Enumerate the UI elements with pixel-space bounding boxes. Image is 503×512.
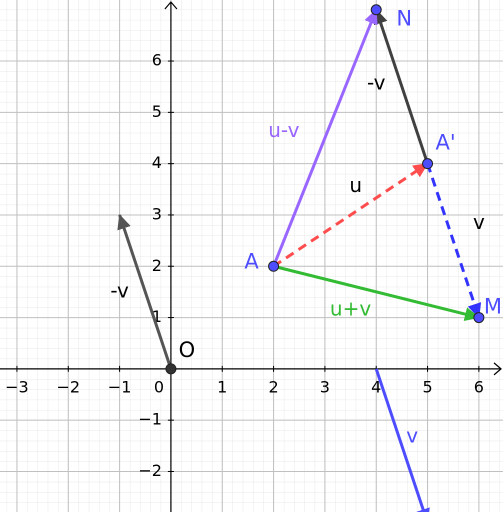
y-tick-label: 3 (152, 204, 162, 223)
vector-label: -v (110, 278, 129, 302)
vector (374, 8, 429, 165)
vector-label: -v (367, 71, 386, 95)
x-tick-label: 4 (371, 377, 381, 396)
point (165, 363, 177, 375)
x-tick-label: 0 (154, 377, 164, 396)
vector (426, 163, 482, 319)
vector (272, 162, 429, 268)
vector-label: u+v (330, 296, 371, 320)
vector-label: v (473, 210, 485, 234)
point-label: O (179, 338, 196, 362)
x-tick-label: 1 (217, 377, 227, 396)
y-tick-label: 1 (152, 307, 162, 326)
y-tick-label: 5 (152, 102, 162, 121)
point-label: A (244, 249, 259, 273)
x-tick-label: −1 (108, 377, 132, 396)
x-tick-label: 2 (268, 377, 278, 396)
vector (272, 8, 378, 267)
point-label: N (396, 7, 412, 31)
point (473, 312, 485, 324)
y-tick-label: −1 (138, 410, 162, 429)
point-label: M (484, 295, 502, 319)
y-tick-label: 2 (152, 256, 162, 275)
vector-label: u (349, 173, 362, 197)
point (370, 4, 382, 16)
x-axis-arrow (493, 362, 502, 376)
y-tick-label: −2 (138, 461, 162, 480)
y-tick-label: 6 (152, 51, 162, 70)
x-tick-label: 5 (422, 377, 432, 396)
point (422, 158, 434, 170)
x-tick-label: 6 (474, 377, 484, 396)
vector (374, 368, 430, 512)
x-tick-label: 3 (320, 377, 330, 396)
vector-label: v (406, 424, 418, 448)
point-label: A' (435, 131, 455, 155)
x-tick-label: −2 (56, 377, 80, 396)
vector (117, 214, 173, 370)
y-axis-arrow (164, 1, 178, 10)
vector (273, 264, 480, 321)
point (268, 260, 280, 272)
vector-label: u-v (268, 118, 299, 142)
x-tick-label: −3 (5, 377, 29, 396)
y-tick-label: 4 (152, 153, 162, 172)
